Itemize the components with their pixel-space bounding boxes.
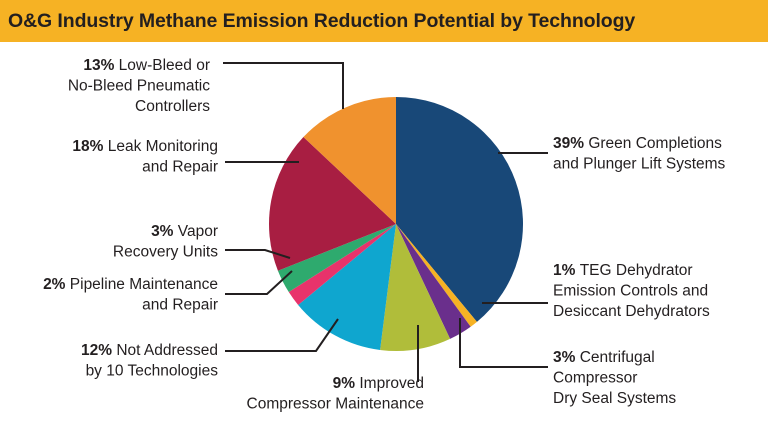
pie-chart: 39% Green Completions and Plunger Lift Sy…	[43, 57, 726, 413]
title-bar: O&G Industry Methane Emission Reduction …	[0, 0, 768, 42]
pie-slice	[277, 224, 396, 293]
chart-area: 39% Green Completions and Plunger Lift Sy…	[0, 42, 768, 432]
slice-label-text: Recovery Units	[113, 244, 218, 261]
slice-percent: 3%	[151, 223, 178, 240]
slice-label: 18% Leak Monitoring and Repair	[72, 138, 218, 176]
pie-slice	[303, 97, 396, 224]
pie-slice	[396, 224, 477, 327]
leader-line	[225, 318, 339, 352]
pie-slice	[288, 224, 396, 305]
slice-label-text: Low-Bleed or	[119, 57, 210, 74]
slice-label-text: Green Completions	[588, 135, 722, 152]
slice-label: 9% Improved Compressor Maintenance	[247, 375, 424, 413]
pie-slice	[298, 224, 396, 350]
slice-label-text: Controllers	[135, 98, 210, 115]
pie-slice	[396, 224, 471, 339]
slice-percent: 12%	[81, 342, 116, 359]
slice-label: 12% Not Addressed by 10 Technologies	[81, 342, 218, 380]
slice-label-text: by 10 Technologies	[86, 363, 219, 380]
slice-label-text: Centrifugal	[580, 349, 655, 366]
slice-label-text: Emission Controls and	[553, 283, 708, 300]
slice-percent: 39%	[553, 135, 588, 152]
slice-label: 1% TEG Dehydrator Emission Controls and De…	[553, 262, 710, 320]
slice-percent: 18%	[72, 138, 107, 155]
slice-label-text: Desiccant Dehydrators	[553, 303, 710, 320]
slice-label: 3% Centrifugal Compressor Dry Seal Systems	[553, 349, 676, 407]
slice-label-text: Pipeline Maintenance	[70, 276, 218, 293]
pie-slice	[380, 224, 451, 352]
leader-line	[225, 270, 293, 295]
slice-percent: 9%	[333, 375, 360, 392]
slice-label: 13% Low-Bleed or No-Bleed Pneumatic Contro…	[68, 57, 210, 115]
slice-label-text: Not Addressed	[116, 342, 218, 359]
slice-label-text: No-Bleed Pneumatic	[68, 78, 210, 95]
leader-line	[223, 62, 344, 109]
slice-label-text: Compressor Maintenance	[247, 396, 424, 413]
slice-label-text: Compressor	[553, 370, 637, 387]
slice-label-text: and Plunger Lift Systems	[553, 156, 726, 173]
slice-percent: 1%	[553, 262, 580, 279]
slice-label: 2% Pipeline Maintenance and Repair	[43, 276, 218, 314]
leader-line	[225, 249, 291, 259]
pie-slice	[269, 137, 396, 271]
slice-percent: 3%	[553, 349, 580, 366]
slice-label-text: and Repair	[142, 297, 218, 314]
slice-percent: 13%	[83, 57, 118, 74]
slice-label: 3% Vapor Recovery Units	[113, 223, 218, 261]
slice-label-text: Dry Seal Systems	[553, 390, 676, 407]
slice-label: 39% Green Completions and Plunger Lift Sy…	[553, 135, 726, 173]
slice-label-text: Leak Monitoring	[108, 138, 218, 155]
slice-label-text: and Repair	[142, 159, 218, 176]
slice-label-text: Vapor	[178, 223, 218, 240]
chart-title: O&G Industry Methane Emission Reduction …	[8, 9, 636, 32]
slice-percent: 2%	[43, 276, 70, 293]
slice-label-text: TEG Dehydrator	[580, 262, 693, 279]
leader-line	[459, 318, 548, 368]
pie-slice	[396, 97, 524, 322]
slice-label-text: Improved	[359, 375, 424, 392]
